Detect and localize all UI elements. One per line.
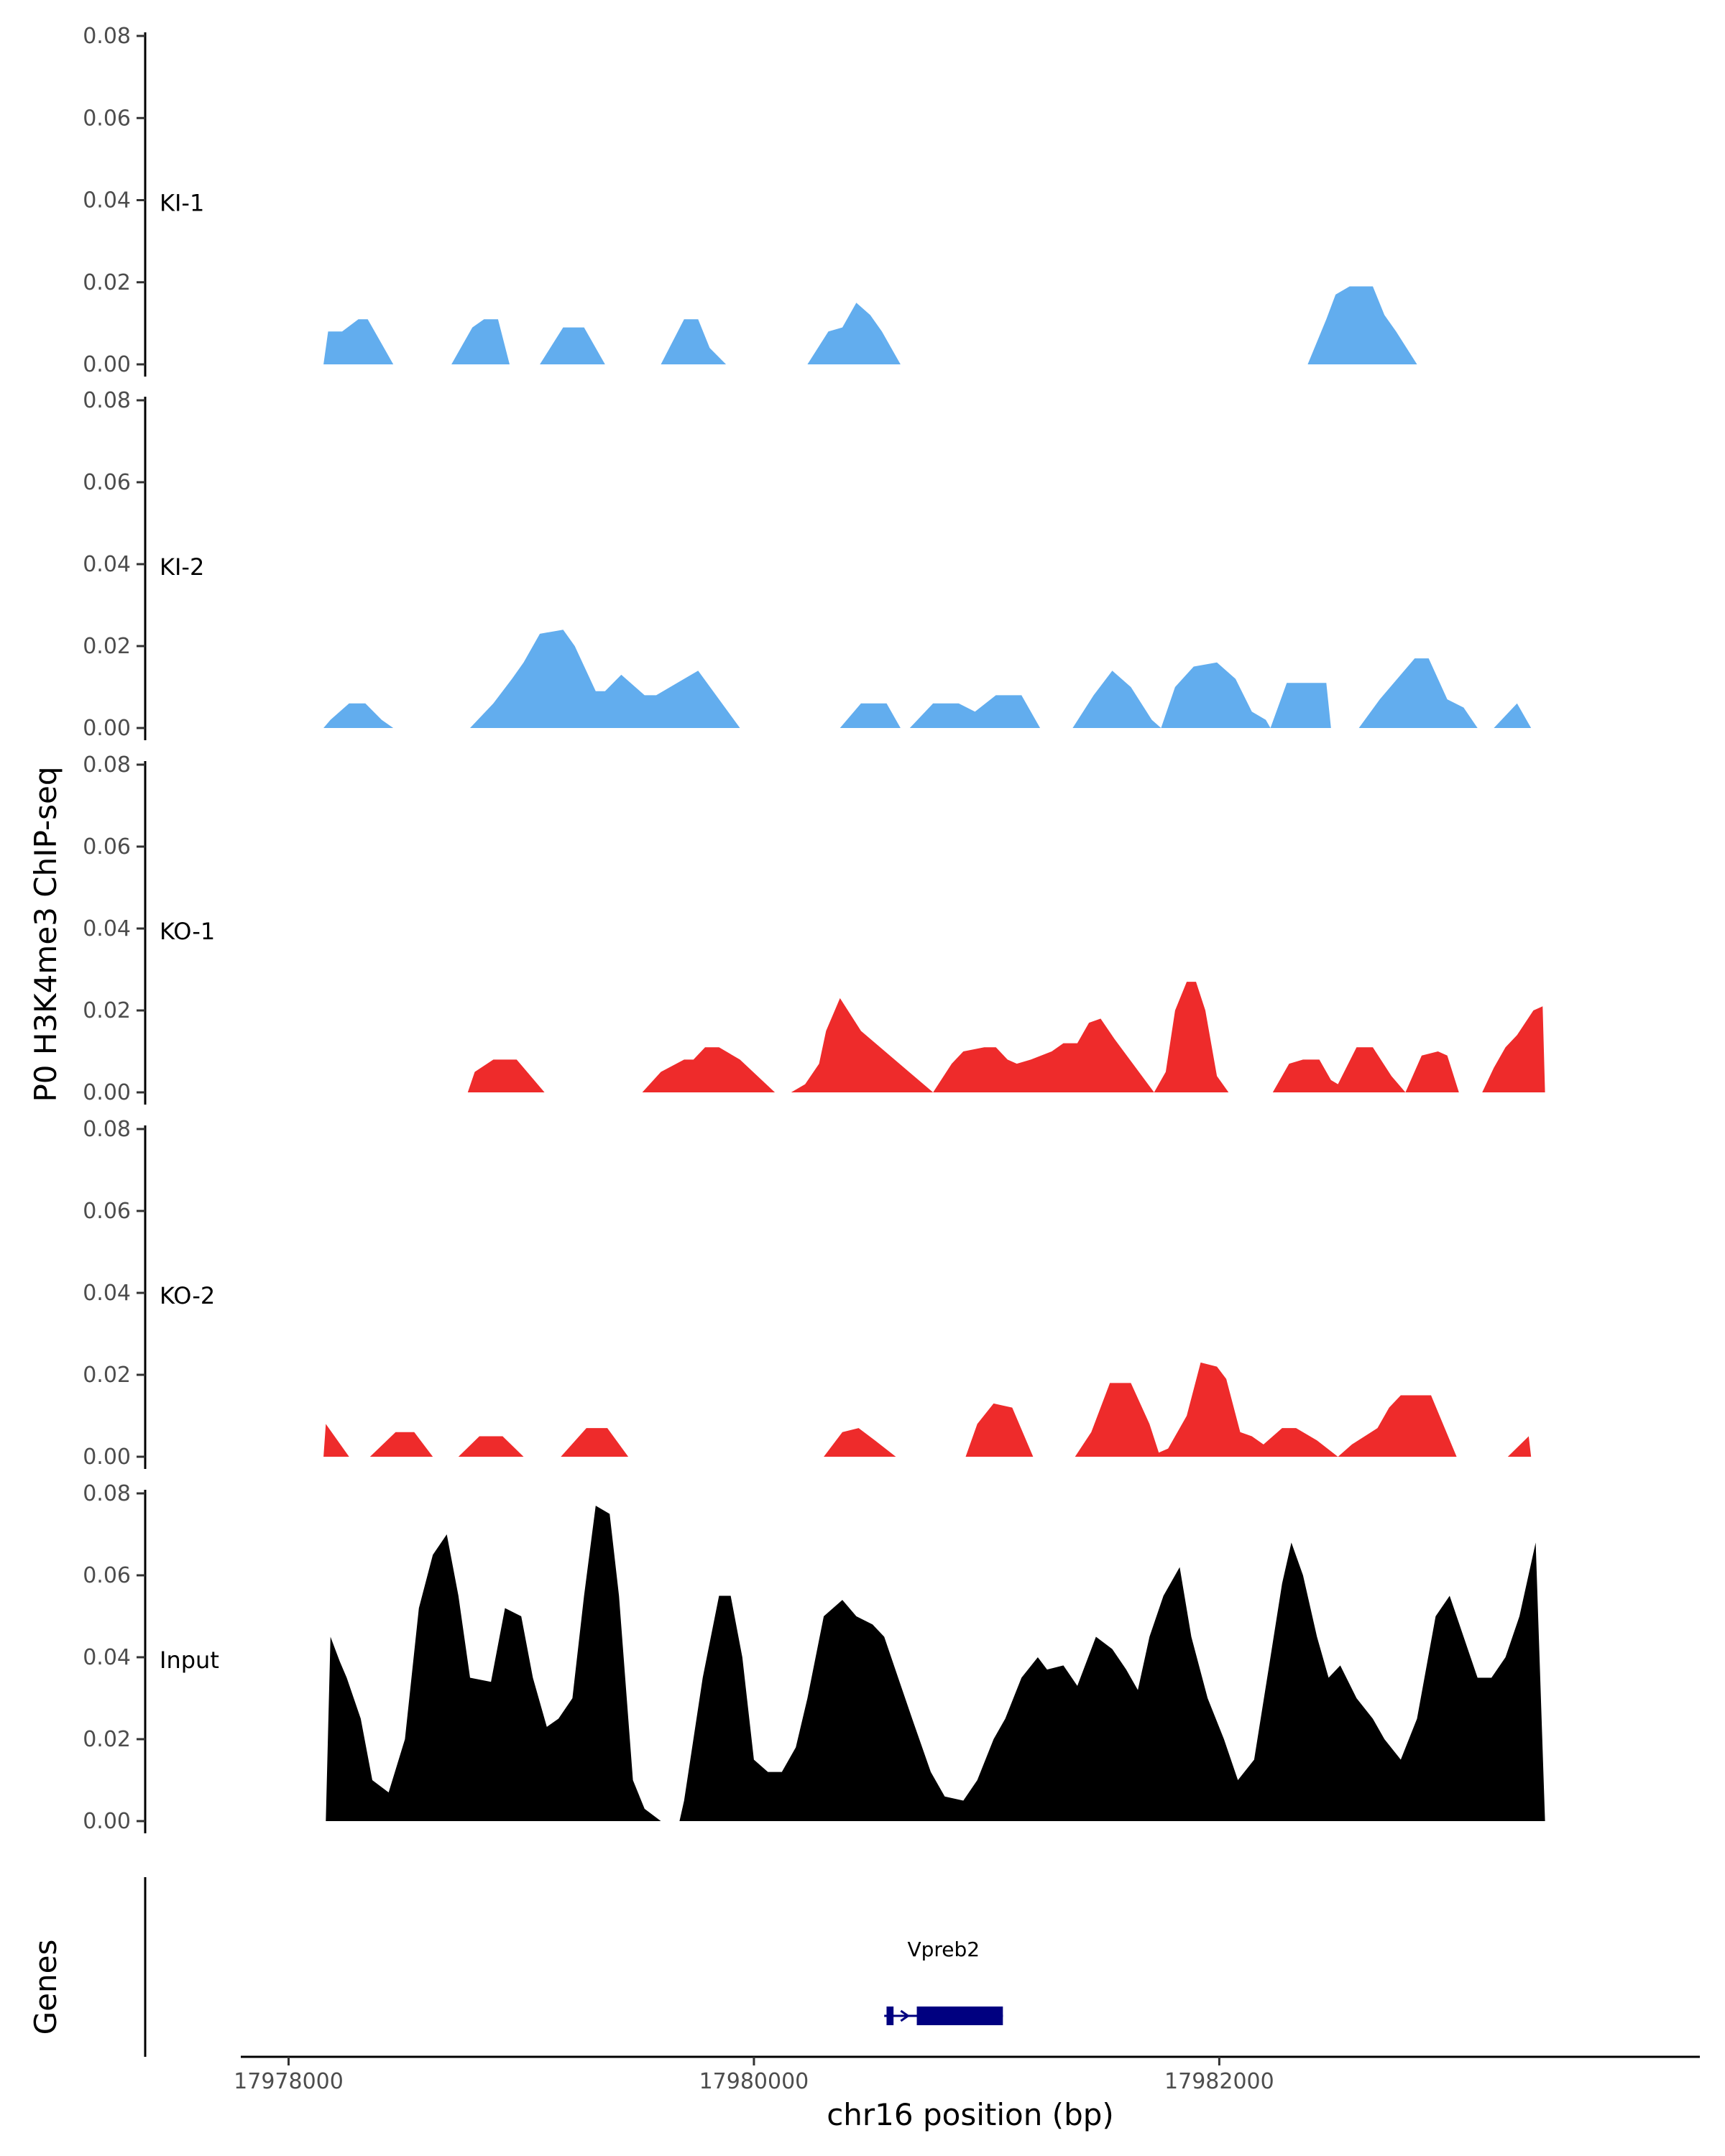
track-input: 0.00 0.02 0.04 0.06 0.08 Input	[83, 1481, 1545, 1834]
y-tick-label: 0.00	[83, 716, 131, 741]
y-tick-label: 0.08	[83, 388, 131, 413]
y-tick-label: 0.00	[83, 352, 131, 377]
y-tick-label: 0.06	[83, 1563, 131, 1588]
signal-area-ko-2	[323, 1362, 1532, 1457]
x-tick-label: 17978000	[234, 2069, 344, 2094]
y-tick-label: 0.08	[83, 1117, 131, 1142]
y-tick-label: 0.06	[83, 834, 131, 860]
track-ki-2: 0.00 0.02 0.04 0.06 0.08 KI-2	[83, 388, 1532, 741]
y-tick-label: 0.00	[83, 1445, 131, 1470]
y-tick-label: 0.02	[83, 634, 131, 659]
track-ki-1: 0.00 0.02 0.04 0.06 0.08 KI-1	[83, 24, 1417, 377]
y-tick-label: 0.04	[83, 188, 131, 213]
y-tick-label: 0.02	[83, 270, 131, 295]
y-tick-label: 0.08	[83, 24, 131, 49]
track-ko-1: 0.00 0.02 0.04 0.06 0.08 KO-1	[83, 752, 1545, 1105]
signal-area-ki-2	[323, 630, 1532, 728]
y-tick-label: 0.04	[83, 552, 131, 577]
track-label: Input	[160, 1646, 219, 1674]
gene-exon	[916, 2007, 1003, 2025]
track-label: KI-2	[160, 553, 204, 581]
y-tick-label: 0.00	[83, 1809, 131, 1834]
y-axis-title: P0 H3K4me3 ChIP-seq	[28, 766, 63, 1102]
y-tick-label: 0.02	[83, 998, 131, 1023]
y-tick-label: 0.06	[83, 1199, 131, 1224]
gene-exon	[886, 2007, 894, 2025]
gene-label: Vpreb2	[907, 1938, 980, 1961]
gene-vpreb2: Vpreb2	[884, 1938, 1003, 2025]
y-tick-label: 0.02	[83, 1727, 131, 1752]
track-label: KO-1	[160, 918, 215, 945]
gene-track-title: Genes	[28, 1940, 63, 2035]
y-tick-label: 0.00	[83, 1080, 131, 1105]
chip-seq-tracks: 0.00 0.02 0.04 0.06 0.08 KI-1 0.00 0.02 0.04 0.06…	[83, 24, 1545, 1834]
track-ko-2: 0.00 0.02 0.04 0.06 0.08 KO-2	[83, 1117, 1532, 1470]
track-label: KO-2	[160, 1282, 215, 1309]
strand-arrow-icon	[900, 2009, 910, 2022]
y-tick-label: 0.04	[83, 1645, 131, 1670]
signal-area-ko-1	[467, 982, 1545, 1092]
y-tick-label: 0.06	[83, 106, 131, 131]
y-tick-label: 0.04	[83, 1281, 131, 1306]
signal-area-input	[326, 1506, 1545, 1821]
track-label: KI-1	[160, 189, 204, 216]
y-tick-label: 0.08	[83, 1481, 131, 1506]
x-tick-label: 17982000	[1164, 2069, 1274, 2094]
x-axis-title: chr16 position (bp)	[827, 2097, 1114, 2132]
x-tick-label: 17980000	[699, 2069, 809, 2094]
y-tick-label: 0.02	[83, 1363, 131, 1388]
x-axis: 17978000 17980000 17982000	[234, 2055, 1700, 2094]
y-tick-label: 0.08	[83, 752, 131, 778]
gene-track: Vpreb2	[144, 1877, 1003, 2057]
y-tick-label: 0.06	[83, 470, 131, 495]
signal-area-ki-1	[323, 286, 1417, 364]
y-tick-label: 0.04	[83, 916, 131, 941]
